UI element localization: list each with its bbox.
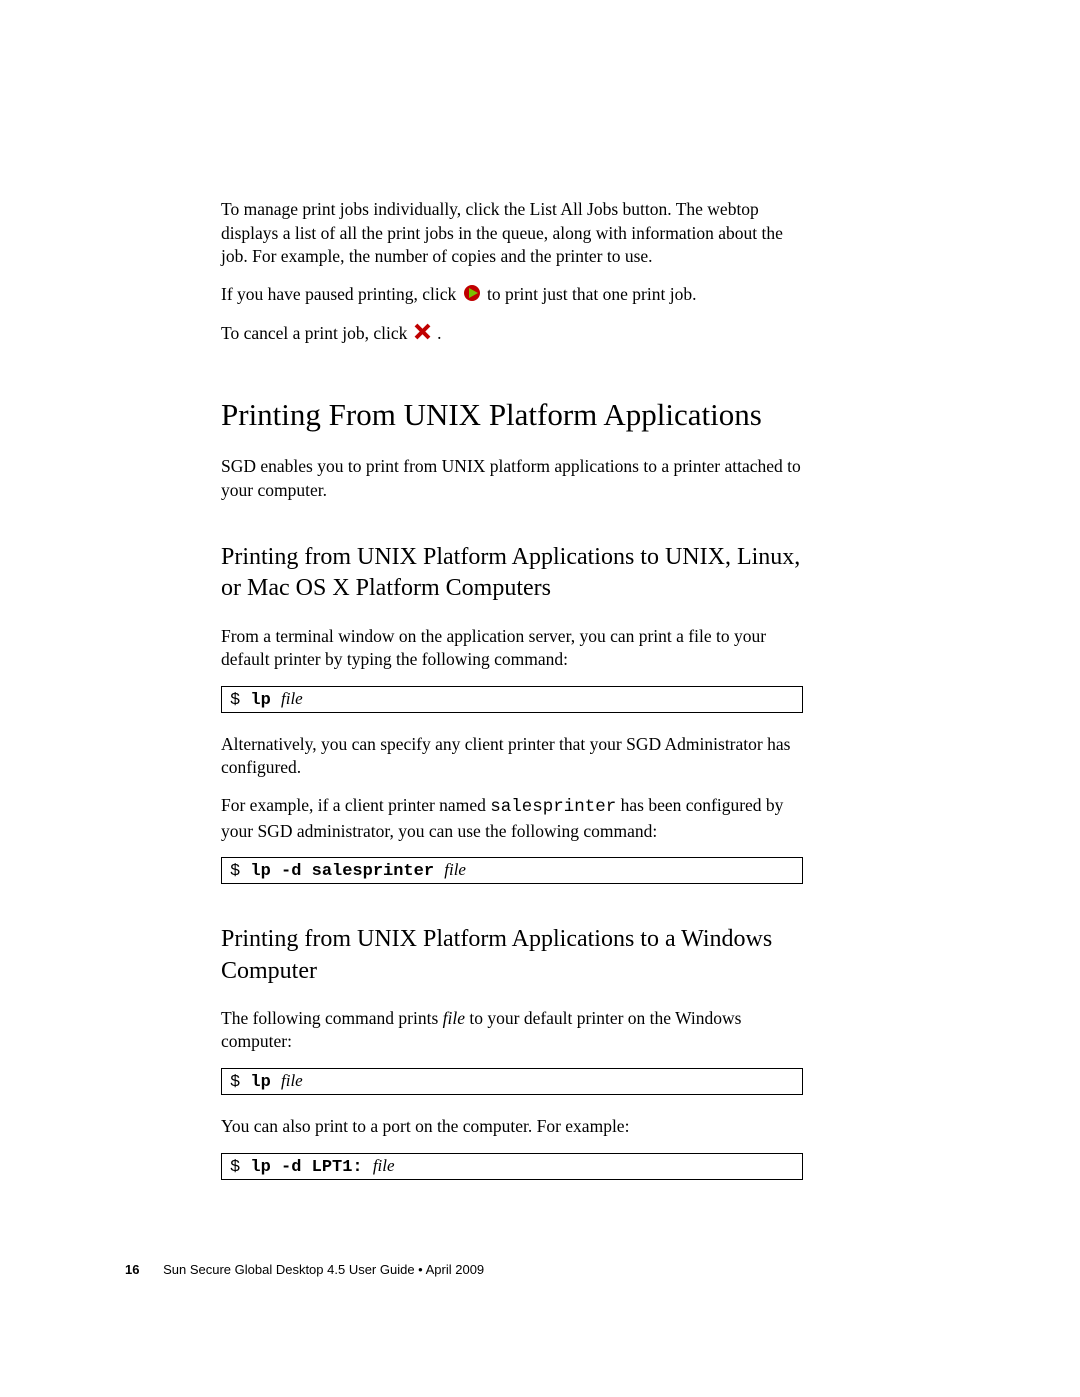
code-cmd: lp -d LPT1:	[250, 1158, 372, 1177]
para-terminal-window: From a terminal window on the applicatio…	[221, 625, 803, 672]
code-cmd: lp -d salesprinter	[250, 862, 444, 881]
code-box-lp-file-win: $ lp file	[221, 1068, 803, 1095]
mono-salesprinter: salesprinter	[490, 797, 616, 817]
page-footer: 16 Sun Secure Global Desktop 4.5 User Gu…	[125, 1262, 484, 1277]
code-prompt: $	[230, 691, 250, 710]
text-before-mono: For example, if a client printer named	[221, 795, 490, 815]
para-sgd-enables: SGD enables you to print from UNIX platf…	[221, 455, 803, 502]
text-after-cancel: .	[437, 323, 441, 343]
para-manage-jobs: To manage print jobs individually, click…	[221, 198, 803, 269]
code-box-lp-file: $ lp file	[221, 686, 803, 713]
code-prompt: $	[230, 1158, 250, 1177]
para-windows-default: The following command prints file to you…	[221, 1007, 803, 1054]
heading-printing-unix: Printing From UNIX Platform Applications	[221, 397, 803, 433]
code-prompt: $	[230, 1073, 250, 1092]
code-cmd: lp	[250, 1073, 281, 1092]
code-prompt: $	[230, 862, 250, 881]
footer-page-number: 16	[125, 1262, 139, 1277]
text-before-cancel: To cancel a print job, click	[221, 323, 412, 343]
code-box-lp-lpt1: $ lp -d LPT1: file	[221, 1153, 803, 1180]
play-icon	[463, 284, 481, 309]
para-alternatively: Alternatively, you can specify any clien…	[221, 733, 803, 780]
code-cmd: lp	[250, 691, 281, 710]
code-arg: file	[281, 1071, 303, 1090]
text-before-play: If you have paused printing, click	[221, 284, 461, 304]
code-box-lp-salesprinter: $ lp -d salesprinter file	[221, 857, 803, 884]
para-paused-printing: If you have paused printing, click to pr…	[221, 283, 803, 308]
heading-unix-to-unix: Printing from UNIX Platform Applications…	[221, 542, 803, 604]
text-before-italic: The following command prints	[221, 1008, 443, 1028]
footer-doc-title: Sun Secure Global Desktop 4.5 User Guide…	[163, 1262, 484, 1277]
page-content: To manage print jobs individually, click…	[221, 198, 803, 1200]
code-arg: file	[281, 689, 303, 708]
heading-unix-to-windows: Printing from UNIX Platform Applications…	[221, 924, 803, 986]
para-port: You can also print to a port on the comp…	[221, 1115, 803, 1139]
para-cancel-job: To cancel a print job, click .	[221, 322, 803, 347]
italic-file: file	[443, 1008, 465, 1028]
code-arg: file	[444, 860, 466, 879]
cancel-icon	[414, 323, 431, 347]
para-salesprinter: For example, if a client printer named s…	[221, 794, 803, 843]
text-after-play: to print just that one print job.	[487, 284, 697, 304]
code-arg: file	[373, 1156, 395, 1175]
